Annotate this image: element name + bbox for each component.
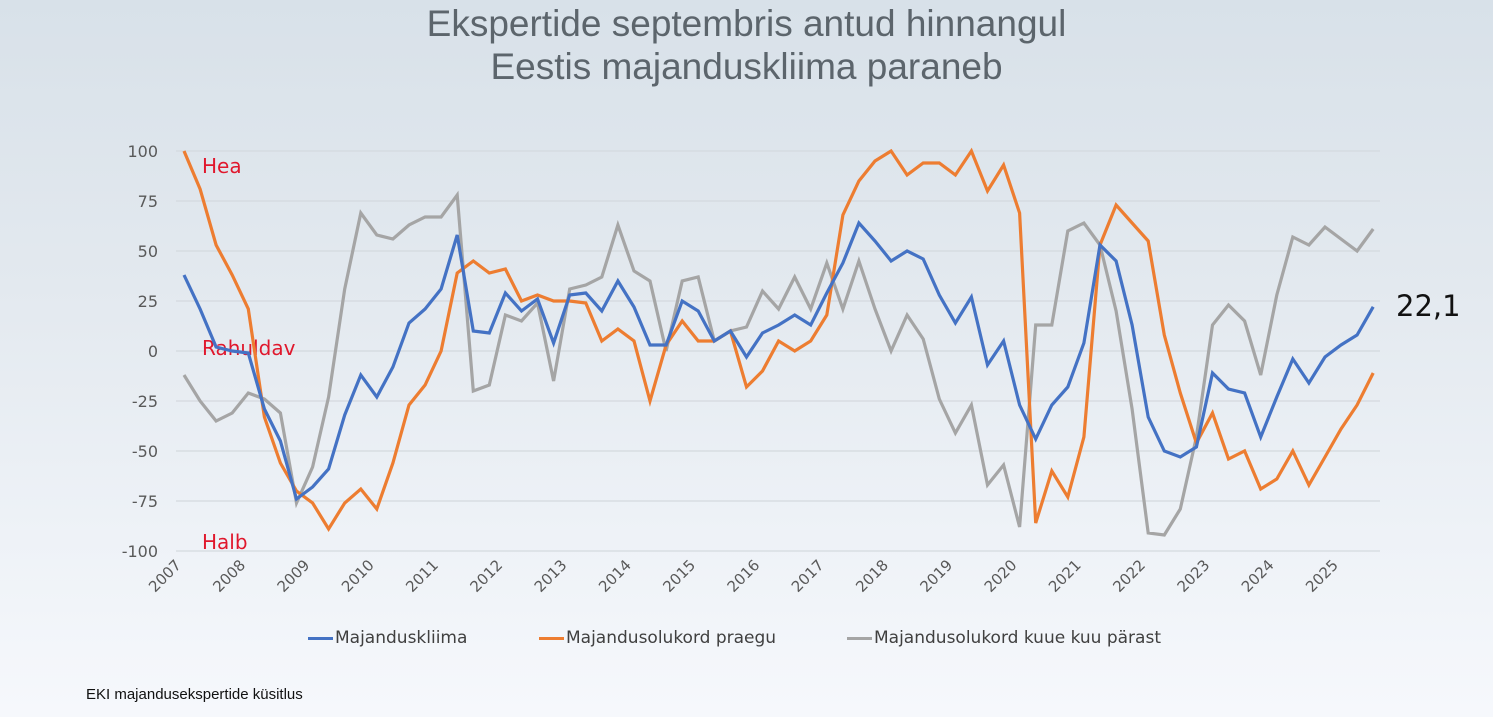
legend-label: Majanduskliima — [335, 628, 468, 648]
x-tick-label: 2019 — [916, 556, 956, 596]
zone-label: Hea — [202, 154, 242, 178]
x-tick-label: 2016 — [724, 556, 764, 596]
legend-swatch-majanduskliima — [308, 636, 333, 640]
x-tick-label: 2022 — [1109, 556, 1149, 596]
x-tick-label: 2023 — [1174, 556, 1214, 596]
x-tick-label: 2017 — [788, 556, 828, 596]
x-tick-label: 2025 — [1302, 556, 1342, 596]
legend-label: Majandusolukord praegu — [566, 628, 777, 648]
gridlines — [176, 150, 1380, 552]
legend: Majanduskliima Majandusolukord praegu Ma… — [0, 628, 1493, 652]
y-tick-label: 0 — [148, 342, 158, 361]
x-tick-label: 2021 — [1045, 556, 1085, 596]
legend-label: Majandusolukord kuue kuu pärast — [874, 628, 1161, 648]
y-tick-label: -100 — [122, 542, 158, 561]
x-tick-label: 2009 — [274, 556, 314, 596]
x-tick-label: 2010 — [338, 556, 378, 596]
x-tick-label: 2024 — [1238, 556, 1278, 596]
latest-value-label: 22,1 — [1396, 289, 1461, 323]
x-tick-label: 2014 — [595, 556, 635, 596]
series-line-0 — [182, 220, 1375, 502]
legend-swatch-kuue-kuu-parast — [847, 636, 872, 640]
legend-swatch-praegu — [539, 636, 564, 640]
title-line-2: Eestis majanduskliima paraneb — [490, 46, 1003, 87]
x-tick-label: 2007 — [145, 556, 185, 596]
y-axis-ticks: 100 75 50 25 0 -25 -50 -75 -100 — [122, 142, 158, 561]
series-line-1 — [182, 147, 1375, 533]
y-tick-label: -75 — [132, 492, 158, 511]
legend-item-majanduskliima: Majanduskliima — [308, 628, 467, 648]
legend-item-praegu: Majandusolukord praegu — [539, 628, 776, 648]
x-axis-ticks: 2007 2008 2009 2010 2011 2012 2013 2014 2015 2016… — [145, 556, 1342, 596]
y-tick-label: 50 — [138, 242, 158, 261]
title-line-1: Ekspertide septembris antud hinnangul — [426, 3, 1067, 44]
legend-item-kuue-kuu-parast: Majandusolukord kuue kuu pärast — [847, 628, 1161, 648]
y-tick-label: 25 — [138, 292, 158, 311]
x-tick-label: 2015 — [659, 556, 699, 596]
x-tick-label: 2011 — [402, 556, 442, 596]
x-tick-label: 2018 — [852, 556, 892, 596]
source-note: EKI majandusekspertide küsitlus — [86, 686, 303, 703]
x-tick-label: 2013 — [531, 556, 571, 596]
y-tick-label: -50 — [132, 442, 158, 461]
x-tick-label: 2008 — [209, 556, 249, 596]
y-tick-label: 100 — [127, 142, 158, 161]
y-tick-label: 75 — [138, 192, 158, 211]
y-tick-label: -25 — [132, 392, 158, 411]
x-tick-label: 2020 — [981, 556, 1021, 596]
series-line-2 — [182, 190, 1375, 537]
chart-title: Ekspertide septembris antud hinnangul Ee… — [0, 2, 1493, 88]
zone-label: Halb — [202, 530, 248, 554]
x-tick-label: 2012 — [466, 556, 506, 596]
series-lines — [182, 147, 1375, 537]
